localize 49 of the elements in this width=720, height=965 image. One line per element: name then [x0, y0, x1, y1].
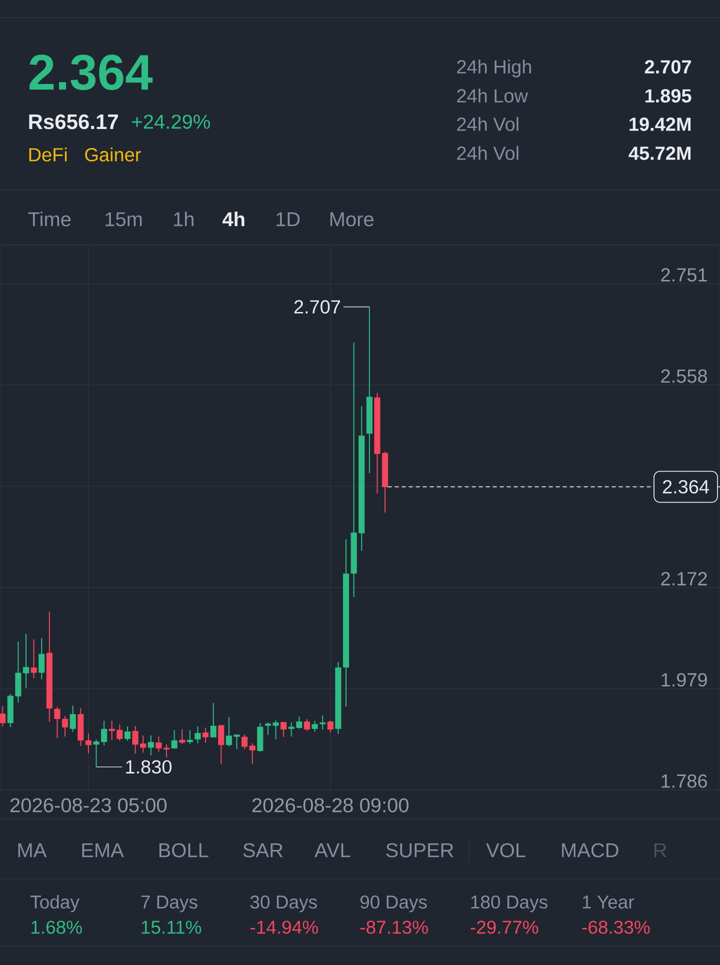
text: More	[330, 212, 374, 226]
x-tick-label: 2026-08-28 09:00	[252, 798, 409, 812]
text: 2.707	[644, 60, 691, 74]
text: SAR	[243, 843, 283, 858]
text: +24.29%	[132, 114, 210, 129]
ref-line-label: 2.364	[662, 480, 709, 494]
text: -87.13%	[360, 920, 428, 934]
y-tick-label: 1.979	[662, 673, 707, 687]
y-tick-label: 2.751	[661, 268, 707, 282]
text: -14.94%	[250, 920, 318, 934]
annotation: 1.830	[126, 760, 172, 774]
text: -68.33%	[582, 920, 650, 934]
text: BOLL	[159, 843, 208, 858]
text: 15.11%	[142, 920, 202, 934]
text: Time	[28, 212, 71, 226]
text: MA	[18, 843, 47, 858]
text: 90 Days	[360, 895, 427, 912]
text: 4h	[222, 212, 244, 226]
y-tick-label: 2.172	[661, 572, 707, 586]
text: 30 Days	[250, 895, 317, 912]
text: Rs656.17	[29, 114, 118, 130]
text: EMA	[82, 843, 124, 858]
text: 24h Vol	[457, 146, 518, 160]
text: -29.77%	[470, 920, 538, 934]
text: 24h High	[457, 60, 531, 78]
text: 1h	[174, 212, 194, 226]
x-tick-label: 2026-08-23 05:00	[10, 798, 167, 812]
text: 180 Days	[471, 895, 548, 912]
text: MACD	[562, 843, 618, 858]
text: 1.895	[645, 89, 692, 103]
text: Today	[30, 895, 80, 912]
y-tick-label: 2.558	[661, 369, 707, 383]
text: Gainer	[85, 148, 141, 162]
text: 45.72M	[628, 146, 691, 160]
text: 1.68%	[32, 920, 82, 934]
chart-title: 2.364	[30, 54, 153, 90]
text: 7 Days	[141, 896, 198, 912]
text: 1D	[276, 212, 300, 226]
text: DeFi	[29, 148, 67, 162]
text: VOL	[486, 843, 526, 858]
text: 19.42M	[630, 118, 691, 131]
text: 24h Low	[457, 88, 528, 103]
text: 24h Vol	[457, 117, 518, 131]
annotation: 2.707	[294, 300, 340, 314]
text: 1 Year	[582, 896, 634, 909]
y-tick-label: 1.786	[662, 774, 707, 788]
text: AVL	[314, 843, 350, 858]
text: 15m	[106, 212, 142, 226]
text: SUPER	[386, 843, 454, 858]
